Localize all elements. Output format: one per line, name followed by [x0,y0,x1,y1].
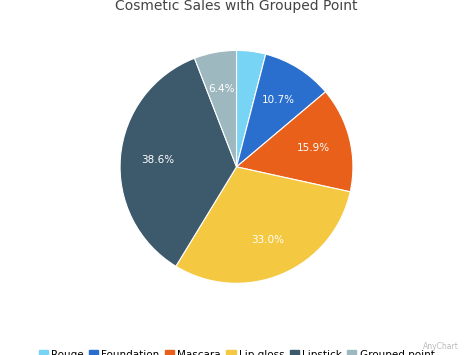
Wedge shape [236,50,266,167]
Text: AnyChart: AnyChart [423,343,459,351]
Text: 10.7%: 10.7% [262,95,295,105]
Wedge shape [176,167,350,283]
Wedge shape [236,92,353,192]
Legend: Rouge, Foundation, Mascara, Lip gloss, Lipstick, Grouped point: Rouge, Foundation, Mascara, Lip gloss, L… [38,350,435,355]
Title: Cosmetic Sales with Grouped Point: Cosmetic Sales with Grouped Point [115,0,358,13]
Wedge shape [194,50,236,167]
Text: 6.4%: 6.4% [209,84,235,94]
Text: 33.0%: 33.0% [251,235,284,245]
Text: 38.6%: 38.6% [141,155,174,165]
Wedge shape [120,58,236,266]
Wedge shape [236,54,325,167]
Text: 15.9%: 15.9% [297,143,330,153]
